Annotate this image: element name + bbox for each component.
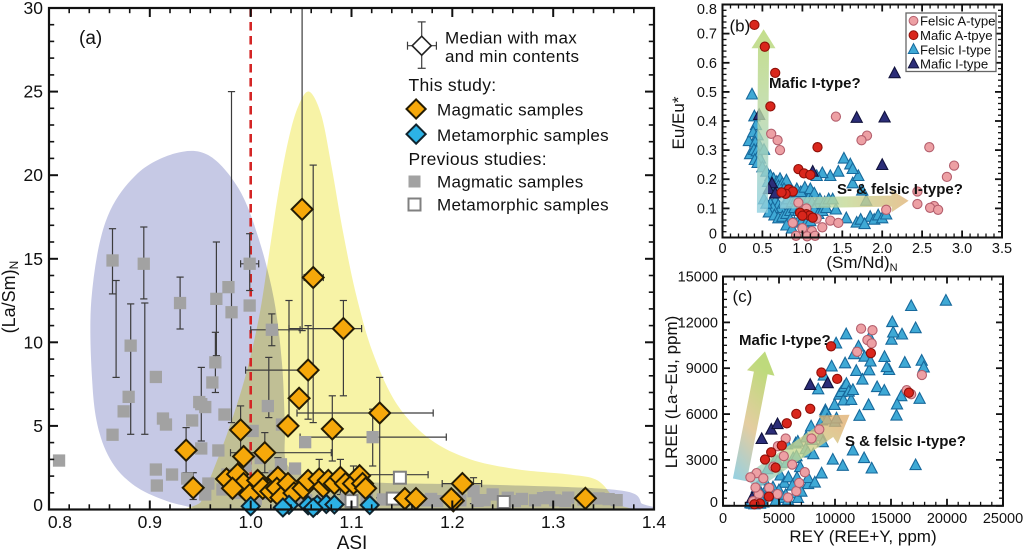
svg-text:(c): (c): [733, 287, 753, 306]
svg-text:0: 0: [710, 495, 718, 511]
svg-text:0.6: 0.6: [697, 56, 717, 72]
svg-text:30: 30: [24, 0, 44, 18]
svg-text:0: 0: [33, 495, 43, 515]
svg-text:12000: 12000: [678, 315, 718, 331]
svg-text:25000: 25000: [983, 511, 1023, 527]
svg-text:0.5: 0.5: [697, 85, 717, 101]
svg-text:Metamorphic samples: Metamorphic samples: [437, 126, 609, 145]
svg-text:3.5: 3.5: [992, 241, 1012, 257]
svg-text:S- & felsic I-type?: S- & felsic I-type?: [837, 181, 963, 198]
svg-text:10000: 10000: [815, 511, 855, 527]
svg-text:Mafic I-type: Mafic I-type: [920, 57, 988, 72]
svg-text:5: 5: [33, 416, 43, 436]
svg-text:0.3: 0.3: [697, 143, 717, 159]
svg-text:Metamorphic samples: Metamorphic samples: [437, 196, 609, 215]
svg-text:25: 25: [24, 82, 43, 102]
svg-text:LREE (La~Eu, ppm): LREE (La~Eu, ppm): [662, 316, 681, 469]
svg-text:9000: 9000: [686, 361, 718, 377]
svg-text:(b): (b): [730, 17, 751, 36]
svg-text:0.8: 0.8: [48, 512, 72, 532]
svg-text:3.0: 3.0: [952, 241, 972, 257]
svg-text:0.8: 0.8: [697, 2, 717, 18]
svg-text:Median with max: Median with max: [445, 29, 577, 48]
svg-text:0.2: 0.2: [697, 172, 717, 188]
svg-text:0: 0: [718, 241, 726, 257]
svg-text:20000: 20000: [927, 511, 967, 527]
svg-text:Mafic A-tpye: Mafic A-tpye: [920, 28, 993, 43]
svg-text:(La/Sm)N: (La/Sm)N: [0, 261, 21, 334]
svg-text:15000: 15000: [871, 511, 911, 527]
svg-text:5000: 5000: [763, 511, 795, 527]
svg-text:Mafic I-type?: Mafic I-type?: [739, 332, 831, 349]
svg-text:2.0: 2.0: [872, 241, 892, 257]
svg-text:Felsic I-type: Felsic I-type: [920, 42, 991, 57]
svg-text:0.9: 0.9: [138, 512, 162, 532]
svg-text:0.7: 0.7: [697, 27, 717, 43]
svg-text:20: 20: [24, 165, 44, 185]
svg-text:1.0: 1.0: [239, 512, 264, 532]
svg-text:Eu/Eu*: Eu/Eu*: [669, 96, 688, 149]
svg-text:1.4: 1.4: [642, 512, 667, 532]
svg-text:1.3: 1.3: [541, 512, 565, 532]
svg-text:2.5: 2.5: [912, 241, 932, 257]
svg-text:0.4: 0.4: [697, 114, 717, 130]
svg-text:15: 15: [24, 249, 43, 269]
svg-text:15000: 15000: [678, 270, 718, 286]
svg-text:0.5: 0.5: [752, 241, 772, 257]
svg-text:6000: 6000: [686, 407, 718, 423]
svg-text:0: 0: [709, 227, 717, 243]
svg-text:Magmatic samples: Magmatic samples: [437, 173, 584, 192]
svg-text:(a): (a): [79, 28, 102, 49]
svg-text:S & felsic I-type?: S & felsic I-type?: [845, 433, 966, 450]
svg-text:(Sm/Nd)N: (Sm/Nd)N: [826, 253, 897, 274]
svg-text:3000: 3000: [686, 453, 718, 469]
svg-text:1.5: 1.5: [832, 241, 852, 257]
svg-text:ASI: ASI: [337, 533, 368, 554]
svg-text:10: 10: [24, 332, 44, 352]
svg-text:Felsic A-type: Felsic A-type: [920, 14, 996, 29]
svg-text:1.2: 1.2: [440, 512, 464, 532]
svg-text:0: 0: [719, 511, 727, 527]
svg-text:REY (REE+Y, ppm): REY (REE+Y, ppm): [789, 527, 936, 546]
svg-text:1.1: 1.1: [339, 512, 363, 532]
svg-text:Mafic I-type?: Mafic I-type?: [769, 75, 861, 92]
svg-text:This study:: This study:: [409, 75, 497, 95]
svg-text:Magmatic samples: Magmatic samples: [437, 100, 584, 119]
svg-text:Previous studies:: Previous studies:: [409, 149, 547, 169]
svg-text:0.1: 0.1: [697, 201, 717, 217]
svg-text:1.0: 1.0: [792, 241, 812, 257]
svg-text:and min contents: and min contents: [445, 47, 579, 66]
